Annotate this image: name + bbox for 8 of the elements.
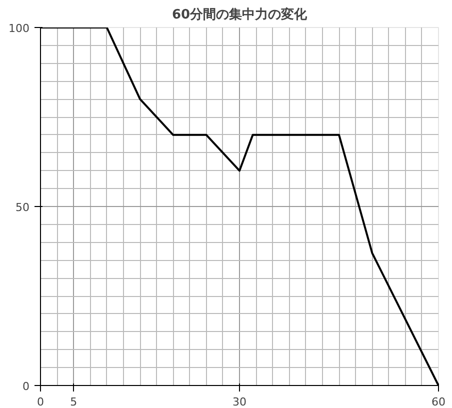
x-tick-label: 30 <box>232 396 246 408</box>
x-tick-label: 60 <box>432 396 446 408</box>
x-tick-label: 0 <box>37 396 44 408</box>
chart-title: 60分間の集中力の変化 <box>172 6 308 22</box>
x-tick-label: 5 <box>70 396 78 408</box>
y-tick-label: 0 <box>22 380 30 393</box>
y-tick-label: 100 <box>8 22 30 35</box>
y-tick-label: 50 <box>16 201 30 214</box>
